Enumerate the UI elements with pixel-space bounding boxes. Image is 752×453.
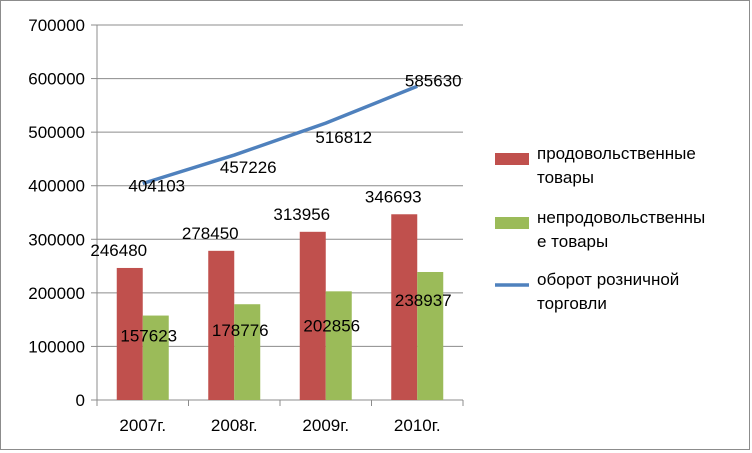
bar-food [391,214,418,400]
bar-nonfood [325,291,352,400]
data-label: 157623 [120,327,177,346]
data-label: 404103 [128,177,185,196]
data-label: 246480 [90,241,147,260]
data-label: 516812 [315,128,372,147]
bar-food [299,231,326,400]
data-label: 202856 [303,316,360,335]
bar-nonfood [142,315,169,400]
legend-label: е товары [537,232,608,251]
x-tick-label: 2010г. [394,416,441,435]
y-tick-label: 200000 [28,284,85,303]
legend-label: товары [537,168,594,187]
x-tick-label: 2008г. [211,416,258,435]
legend-label: оборот розничной [537,270,679,289]
legend-label: продовольственные [537,144,696,163]
y-tick-label: 600000 [28,70,85,89]
y-tick-label: 400000 [28,177,85,196]
bar-food [116,267,143,400]
x-tick-label: 2007г. [119,416,166,435]
bar-nonfood [417,271,444,400]
data-label: 313956 [273,205,330,224]
series-line-retail [142,84,418,186]
data-label: 585630 [405,71,462,90]
y-tick-label: 300000 [28,230,85,249]
data-label: 278450 [182,224,239,243]
legend-label: торговли [537,294,607,313]
legend-swatch [495,217,529,229]
data-label: 238937 [395,291,452,310]
y-tick-label: 700000 [28,16,85,35]
data-label: 346693 [365,187,422,206]
bar-food [208,250,235,400]
legend-label: непродовольственны [537,208,705,227]
x-tick-label: 2009г. [302,416,349,435]
y-tick-label: 0 [76,391,85,410]
data-label: 457226 [220,158,277,177]
y-tick-label: 100000 [28,337,85,356]
y-tick-label: 500000 [28,123,85,142]
data-label: 178776 [212,321,269,340]
legend-swatch [495,153,529,165]
bar-nonfood [234,304,261,400]
